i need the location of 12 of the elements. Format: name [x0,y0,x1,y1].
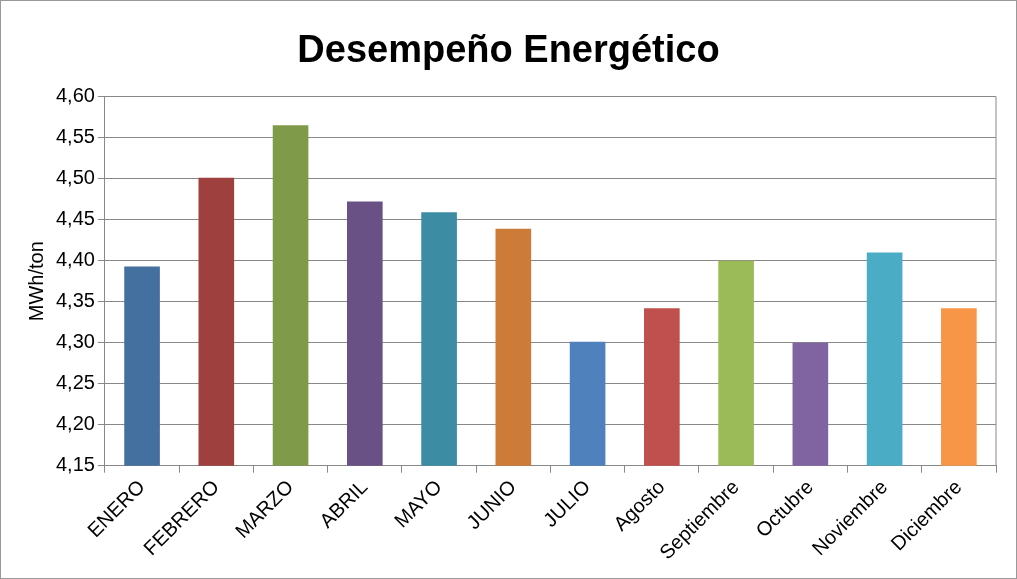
y-tick-label: 4,15 [55,453,95,476]
y-tick-label: 4,55 [55,125,95,148]
y-tick-label: 4,60 [55,84,95,107]
chart-title: Desempeño Energético [297,28,720,71]
y-tick-label: 4,45 [55,207,95,230]
y-tick-label: 4,20 [55,412,95,435]
y-axis-title: MWh/ton [24,241,47,322]
y-tick-label: 4,30 [55,330,95,353]
y-tick-label: 4,40 [55,248,95,271]
y-tick-label: 4,25 [55,371,95,394]
y-tick-label: 4,35 [55,289,95,312]
y-tick-label: 4,50 [55,166,95,189]
